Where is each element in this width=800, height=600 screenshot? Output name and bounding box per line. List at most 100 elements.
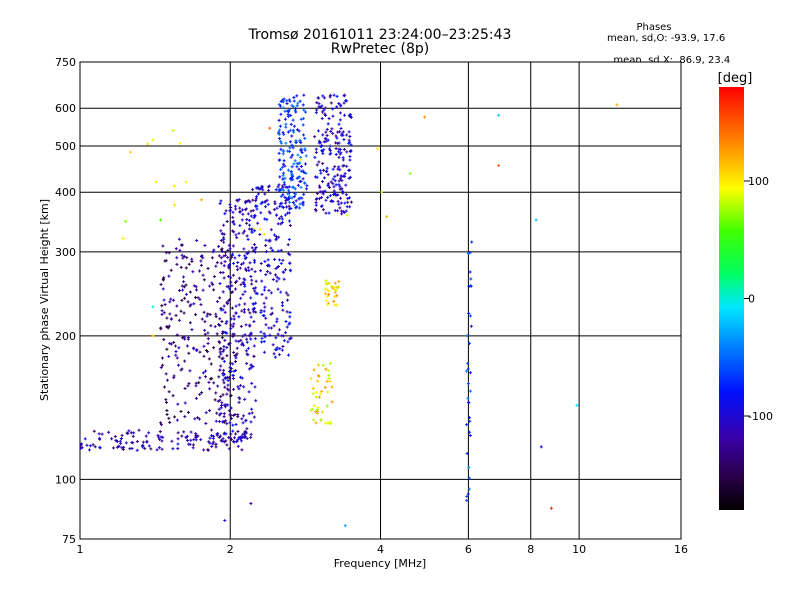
data-point	[321, 180, 325, 184]
data-point	[149, 447, 153, 451]
data-point	[280, 221, 284, 225]
data-point	[275, 206, 279, 210]
data-point	[253, 250, 257, 254]
data-point	[288, 146, 292, 150]
data-point	[324, 198, 328, 202]
data-point	[287, 322, 291, 326]
data-point	[260, 340, 264, 344]
data-point	[119, 441, 123, 445]
data-point	[279, 141, 283, 145]
data-point	[177, 346, 181, 350]
data-point	[254, 245, 258, 249]
data-point	[216, 322, 220, 326]
data-point	[279, 222, 283, 226]
phase-stats-x-line: mean, sd,X: 86.9, 23.4	[613, 55, 731, 66]
data-point	[314, 111, 318, 115]
data-point	[236, 261, 240, 265]
data-point	[192, 284, 196, 288]
data-point	[342, 138, 346, 142]
data-point	[249, 435, 253, 439]
data-point	[317, 197, 321, 201]
data-point	[224, 321, 228, 325]
data-point	[247, 333, 251, 337]
data-point	[222, 223, 226, 227]
data-point	[219, 395, 223, 399]
data-point	[287, 204, 291, 208]
data-point	[210, 434, 214, 438]
data-point	[302, 170, 306, 174]
data-point	[234, 311, 238, 315]
data-point	[312, 368, 316, 372]
data-point	[228, 287, 232, 291]
data-point	[299, 141, 303, 145]
data-point	[266, 258, 270, 262]
data-point	[259, 202, 263, 206]
data-point	[235, 439, 239, 443]
data-point	[180, 298, 184, 302]
data-point	[292, 162, 296, 166]
data-point	[313, 135, 317, 139]
data-point	[289, 122, 293, 126]
data-point	[184, 436, 188, 440]
data-point	[268, 333, 272, 337]
data-point	[165, 378, 169, 382]
data-point	[314, 410, 318, 414]
data-point	[283, 176, 287, 180]
data-point	[117, 444, 121, 448]
data-point	[286, 130, 290, 134]
data-point	[232, 332, 236, 336]
data-point	[311, 387, 315, 391]
data-point	[179, 309, 183, 313]
data-point	[288, 223, 292, 227]
data-point	[274, 237, 278, 241]
data-point	[339, 104, 343, 108]
data-point	[282, 339, 286, 343]
data-point	[113, 435, 117, 439]
data-point	[276, 264, 280, 268]
data-point	[87, 448, 91, 452]
data-point	[333, 295, 337, 299]
data-point	[212, 440, 216, 444]
data-point	[320, 389, 324, 393]
data-point	[240, 376, 244, 380]
data-point	[297, 206, 301, 210]
data-point	[212, 381, 216, 385]
data-point	[281, 152, 285, 156]
data-point	[289, 207, 293, 211]
data-point	[262, 232, 266, 236]
data-point	[276, 249, 280, 253]
data-point	[282, 270, 286, 274]
data-point	[272, 324, 276, 328]
data-point	[179, 243, 183, 247]
data-point	[282, 277, 286, 281]
data-point	[254, 199, 258, 203]
data-point	[349, 115, 353, 119]
data-point	[337, 147, 341, 151]
data-point	[252, 216, 256, 220]
data-point	[198, 297, 202, 301]
data-point	[296, 101, 300, 105]
data-point	[303, 181, 307, 185]
data-point	[296, 183, 300, 187]
data-point	[347, 130, 351, 134]
data-point	[238, 206, 242, 210]
data-point	[286, 192, 290, 196]
data-point	[315, 101, 319, 105]
data-point	[222, 432, 226, 436]
data-point	[213, 325, 217, 329]
data-point	[314, 395, 318, 399]
data-point	[288, 310, 292, 314]
data-point	[280, 201, 284, 205]
data-point	[220, 247, 224, 251]
data-point	[243, 333, 247, 337]
data-point	[231, 362, 235, 366]
data-point	[225, 354, 229, 358]
data-point	[176, 442, 180, 446]
data-point	[229, 406, 233, 410]
data-point	[206, 448, 210, 452]
data-point	[465, 423, 469, 427]
data-point	[267, 185, 271, 189]
data-point	[314, 390, 318, 394]
data-point	[217, 244, 221, 248]
data-point	[186, 410, 190, 414]
